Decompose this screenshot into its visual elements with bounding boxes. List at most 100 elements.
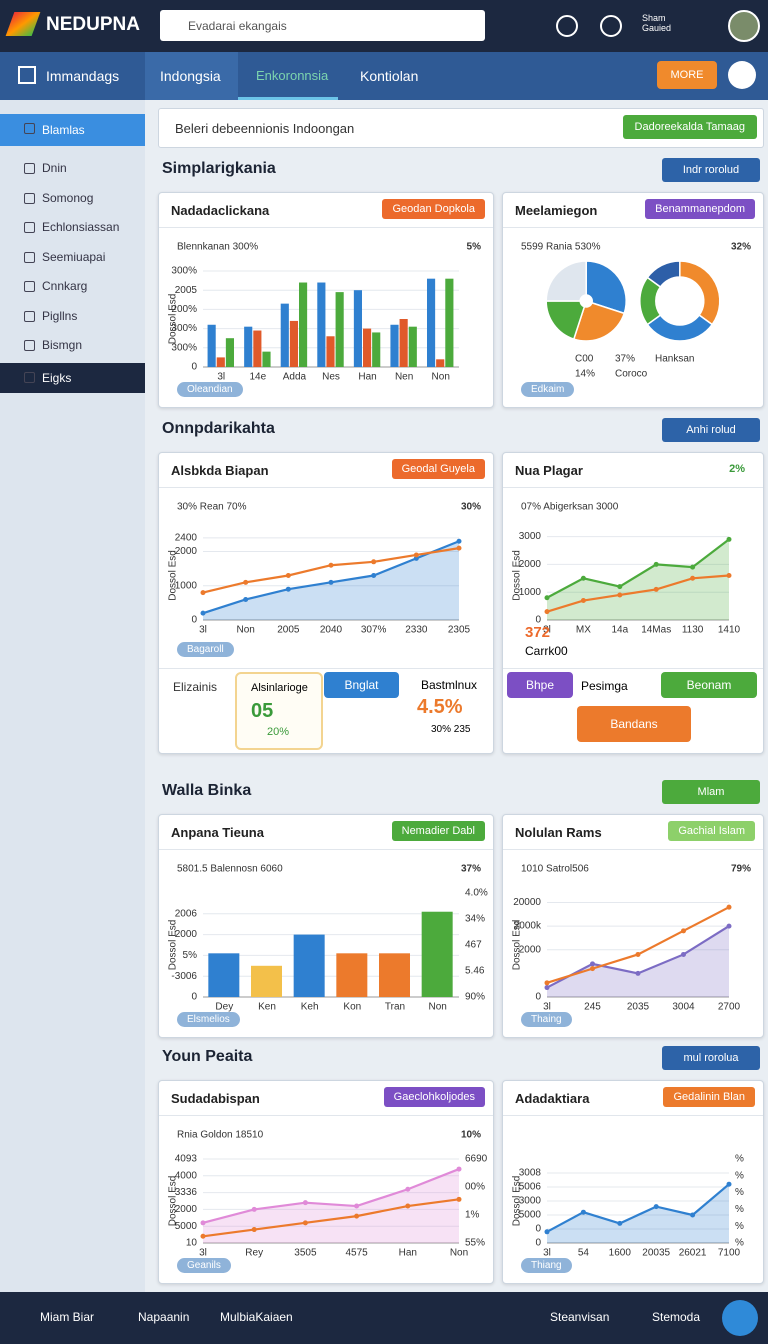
panel-badge[interactable]: Gaeclohkoljodes [383,1087,485,1107]
dropdown[interactable]: mul rorolua [662,1046,760,1070]
chart-note: Rnia Goldon 18510 [177,1130,264,1141]
x-tick-label: 2005 [277,625,300,636]
sidebar-item[interactable]: Dnin [0,154,145,182]
avatar[interactable] [728,61,756,89]
button[interactable]: Beonam [661,672,757,698]
panel-badge[interactable]: Benammanepdom [645,199,755,219]
x-tick-label: 3l [199,1248,207,1259]
y-tick-label: 300% [171,266,197,277]
y-axis-label: Dossol Esd [512,550,523,601]
sidebar-item[interactable]: Echlonsiassan [0,213,145,241]
chart: 5801.5 Balennosn 6060 37% Dossol Esd 0 -3006… [168,864,488,1013]
line [202,1198,460,1238]
point [371,573,377,578]
button[interactable]: Bandans [577,706,691,742]
bar [436,359,445,367]
x-tick-label: 4575 [345,1248,368,1259]
tab[interactable]: Indongsia [160,68,221,84]
fab[interactable] [722,1300,758,1336]
y-tick-label: 300% [171,323,197,334]
point [456,1196,462,1202]
button[interactable]: Bhpe [507,672,573,698]
dropdown[interactable]: Anhi rolud [662,418,760,442]
point [681,951,686,957]
x-tick-label: Rey [245,1248,263,1259]
panel-badge[interactable]: 2% [719,459,755,479]
point [405,1203,411,1209]
banner-button[interactable]: Dadoreekalda Tamaag [622,115,757,139]
x-tick-label: 3l [217,372,225,383]
x-tick-label: 307% [361,625,387,636]
tab[interactable]: Kontiolan [360,68,419,84]
avatar[interactable] [728,10,760,42]
chart: Dossol Esd 0 0 5000 3000 5006 3008 3l 54 1600 2003… [512,1154,744,1259]
legend-text: Hanksan [655,354,694,365]
panel-badge[interactable]: Nemadier Dabl [391,821,485,841]
point [243,596,249,602]
point [580,1209,586,1215]
point [690,1212,696,1218]
point [354,1213,360,1219]
footer-item[interactable]: Stemoda [652,1310,701,1324]
panel-badge[interactable]: Gedalinin Blan [663,1087,755,1107]
footer-item[interactable]: MulbiaKaiaen [220,1310,293,1324]
banner-text: Beleri debeennionis Indoongan [175,121,355,136]
point [456,538,462,544]
point [726,904,732,910]
footer-item[interactable]: Steanvisan [550,1310,610,1324]
nav-bar: Immandags Indongsia Enkoronnsia Kontiola… [0,52,768,100]
bar [372,332,381,367]
point [544,980,550,986]
right-label: 467 [465,940,482,951]
footer-item[interactable]: Napaanin [138,1310,190,1324]
x-tick-label: 3l [199,625,207,636]
sidebar-item[interactable]: Pigllns [0,302,145,330]
sidebar-item[interactable]: Eigks [0,362,145,393]
search-placeholder: Evadarai ekangais [188,19,287,33]
chart: 30% Rean 70% 30% Dossol Esd 0 1000 2000 2400 3l… [168,502,481,636]
x-tick-label: 14a [611,625,628,636]
point [590,961,595,967]
legend-text: 37% [615,354,635,365]
y-tick-label: 4000 [175,1170,198,1181]
chart-corner: 79% [731,864,751,875]
bar [207,324,216,367]
chart-corner: 10% [461,1130,481,1141]
y-tick-label: 5006 [519,1182,542,1193]
x-tick-label: 2035 [627,1002,650,1013]
x-tick-label: Kon [343,1002,361,1013]
donut-slice [545,300,586,340]
x-tick-label: 20035 [642,1248,670,1259]
button[interactable]: Bnglat [324,672,399,698]
chart-note: 30% Rean 70% [177,502,247,513]
panel-badge[interactable]: Geodan Dopkola [382,199,485,219]
sidebar-item[interactable]: Seemiuapai [0,243,145,271]
bar [293,934,325,997]
sidebar-item[interactable]: Cnnkarg [0,272,145,300]
panel-title: Nua Plagar [515,463,583,478]
footer-item[interactable]: Miam Biar [40,1310,95,1324]
info-icon[interactable] [600,15,622,37]
chart-note: 07% Abigerksan 3000 [521,502,619,513]
panel-badge[interactable]: Geodal Guyela [391,459,485,479]
bar [262,351,271,367]
panel-badge[interactable]: Gachial Islam [668,821,755,841]
sidebar-item[interactable]: Bismgn [0,331,145,359]
point [243,579,249,585]
chart-corner: 32% [731,242,751,253]
sidebar-item[interactable]: Somonog [0,184,145,212]
dropdown[interactable]: Mlam [662,780,760,804]
dropdown[interactable]: Indr rorolud [662,158,760,182]
chart-note: 5599 Rania 530% [521,242,601,253]
x-tick-label: Ken [258,1002,276,1013]
badge[interactable]: MORE [657,61,717,89]
logo: NEDUPNA [46,14,140,35]
bar [427,278,436,367]
sidebar-item[interactable]: Blamlas [0,114,145,146]
search[interactable]: Evadarai ekangais [160,10,485,41]
tab-active[interactable]: Enkoronnsia [238,52,338,100]
x-tick-label: Nes [322,372,340,383]
chart: 5599 Rania 530% 32% C00 37% Hanksan 14% Coroco [521,242,751,380]
refresh-icon[interactable] [556,15,578,37]
y-tick-label: 0 [535,1224,541,1235]
